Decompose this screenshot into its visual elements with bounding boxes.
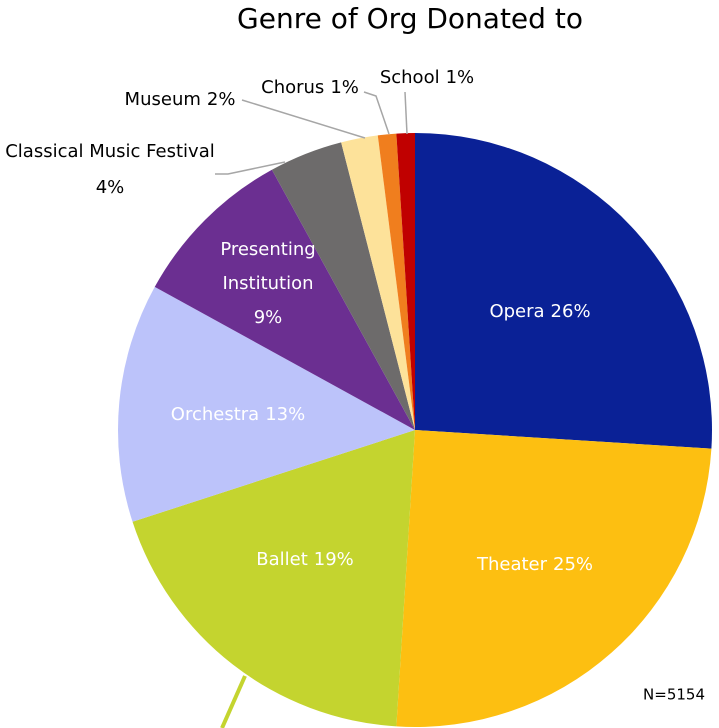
pie-slice	[117, 286, 415, 522]
value-label: 26%	[551, 301, 591, 322]
data-label: Opera 26%	[489, 301, 590, 322]
data-label: Theater 25%	[476, 554, 593, 575]
value-label: 4%	[96, 177, 125, 198]
slices	[117, 133, 712, 727]
value-label: 13%	[265, 404, 305, 425]
value-label: 25%	[553, 554, 593, 575]
pie-slice	[377, 133, 415, 430]
data-label: Museum 2%	[125, 89, 236, 110]
value-label: 9%	[254, 307, 283, 328]
pie-slice	[415, 133, 712, 449]
data-label: Classical Music Festival 4%	[5, 141, 215, 198]
category-label: Opera	[489, 301, 544, 322]
pie-slice	[132, 430, 416, 727]
category-label: School	[380, 67, 440, 88]
pie-slice	[154, 169, 415, 430]
data-label: Presenting Institution 9%	[220, 239, 315, 328]
category-label: Museum	[125, 89, 201, 110]
category-label: Theater	[476, 554, 548, 575]
category-label: Presenting Institution	[220, 239, 315, 294]
leader-line	[215, 161, 286, 175]
value-label: 1%	[330, 77, 359, 98]
category-label: Ballet	[256, 549, 308, 570]
value-label: 1%	[446, 67, 475, 88]
pie-slice	[396, 430, 712, 727]
pie-slice	[396, 133, 415, 430]
leader-line	[404, 91, 408, 135]
category-label: Chorus	[261, 77, 324, 98]
pie-slice	[271, 142, 415, 430]
value-label: 19%	[314, 549, 354, 570]
value-label: 2%	[207, 89, 236, 110]
annotation: N=5154	[643, 686, 705, 704]
chart-title: Genre of Org Donated to	[237, 2, 583, 35]
leader-line	[220, 675, 247, 728]
data-label: Ballet 19%	[256, 549, 354, 570]
category-label: Orchestra	[171, 404, 259, 425]
category-label: Classical Music Festival	[5, 141, 215, 162]
leader-line	[363, 91, 390, 135]
data-label: Orchestra 13%	[171, 404, 305, 425]
data-label: School 1%	[380, 67, 474, 88]
data-label: Chorus 1%	[261, 77, 359, 98]
leader-line	[241, 99, 366, 139]
pie-slice	[341, 135, 415, 431]
